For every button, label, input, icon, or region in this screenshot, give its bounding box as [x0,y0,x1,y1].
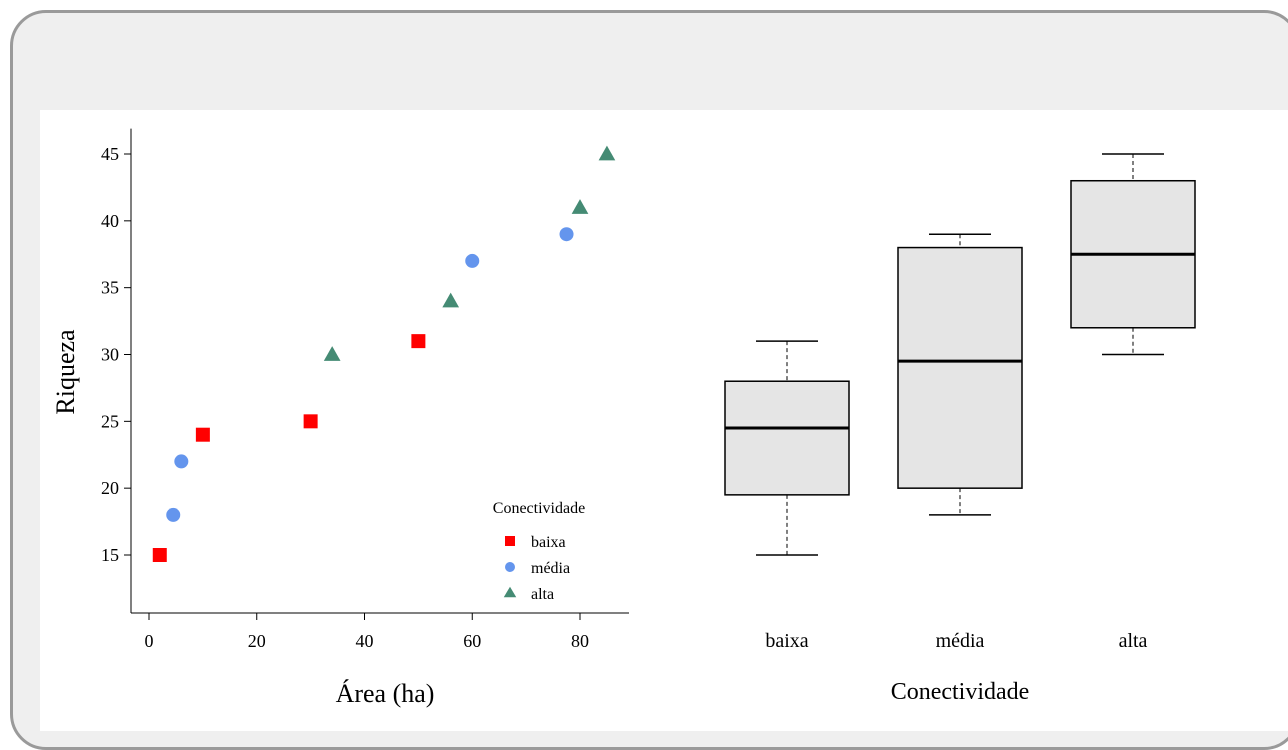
scatter-point-baixa [152,548,167,562]
scatter-y-axis-label: Riqueza [51,329,80,415]
scatter-point-alta [323,346,341,361]
legend-label-alta: alta [531,586,554,603]
scatter-x-tick-label: 40 [356,631,374,651]
scatter-y-tick-label: 35 [101,278,119,298]
scatter-point-media [174,454,189,469]
box-alta [1070,153,1196,356]
scatter-point-baixa [303,414,318,429]
scatter-point-media [465,253,480,268]
box-media [897,233,1023,516]
legend-title: Conectividade [493,500,585,517]
scatter-x-axis-label: Área (ha) [336,679,435,708]
scatter-x-tick-label: 20 [248,631,266,651]
chart-canvas: Área (ha) Riqueza Conectividade baixa mé… [51,128,1196,708]
scatter-x-tick-label: 80 [571,631,589,651]
scatter-y-tick-label: 25 [101,411,119,431]
scatter-point-baixa [195,427,210,442]
scatter-x-tick-label: 0 [145,631,154,651]
plot-area: Área (ha) Riqueza Conectividade baixa mé… [40,110,1288,731]
scatter-y-tick-label: 40 [101,211,119,231]
legend-symbol-media [505,562,515,572]
legend-symbol-alta [503,586,517,598]
box-rect-baixa [724,380,850,496]
legend-label-baixa: baixa [531,534,566,551]
scatter-legend: Conectividade baixa média alta [493,500,585,603]
scatter-y-tick-label: 15 [101,545,119,565]
scatter-point-alta [598,145,616,161]
boxplot-x-axis-label: Conectividade [891,679,1030,705]
scatter-point-alta [442,292,460,308]
box-baixa [724,340,850,556]
boxplot-category-label-media: média [936,630,985,652]
scatter-y-tick-label: 20 [101,478,119,498]
scatter-y-tick-label: 45 [101,144,119,164]
scatter-x-tick-label: 60 [463,631,481,651]
legend-label-media: média [531,560,570,577]
scatter-point-media [166,507,181,522]
legend-symbol-baixa [505,536,515,546]
scatter-y-tick-label: 30 [101,345,119,365]
scatter-point-alta [571,199,589,214]
scatter-point-baixa [411,334,426,349]
scatter-point-media [559,227,574,242]
box-rect-media [897,246,1023,489]
boxplot-category-label-alta: alta [1119,630,1148,652]
boxplot-category-label-baixa: baixa [765,630,808,652]
